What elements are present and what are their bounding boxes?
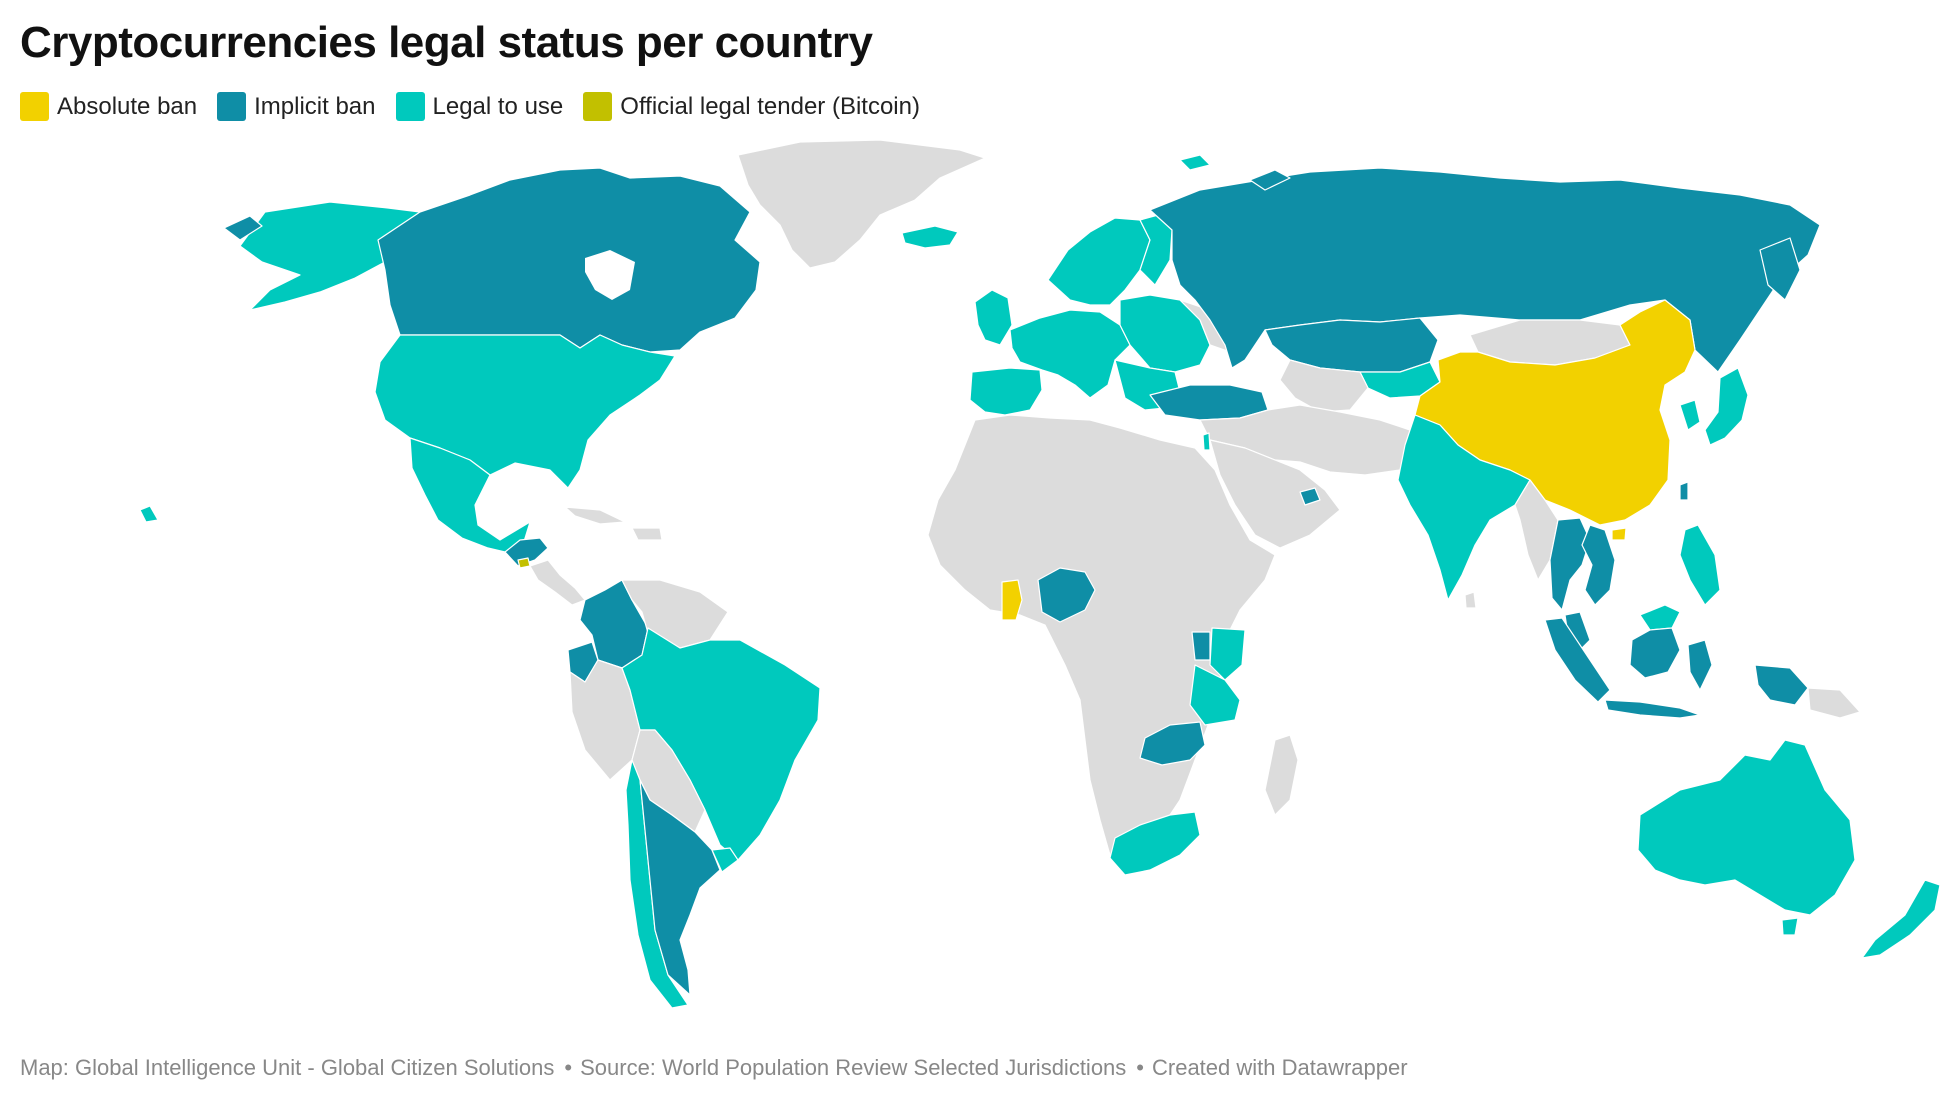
source-credit: Source: World Population Review Selected… <box>580 1055 1127 1080</box>
region-greenland <box>737 140 986 269</box>
region-kenya <box>1209 627 1246 681</box>
region-japan <box>1704 367 1749 446</box>
region-eastern-europe <box>1119 294 1211 373</box>
region-central-asia-gray <box>1279 359 1369 413</box>
region-el-salvador <box>517 557 531 569</box>
region-argentina <box>639 779 721 996</box>
region-cuba <box>564 506 626 525</box>
region-israel <box>1202 432 1211 451</box>
region-alaska <box>239 201 421 311</box>
legend-label-legal-tender: Official legal tender (Bitcoin) <box>620 92 920 120</box>
legend-label-legal-to-use: Legal to use <box>432 92 564 120</box>
region-svalbard <box>1179 154 1211 171</box>
region-sumatra <box>1544 617 1611 703</box>
region-central-america-south <box>529 559 586 606</box>
region-western-europe <box>1009 309 1131 399</box>
region-borneo-south <box>1629 627 1681 679</box>
legend-label-absolute-ban: Absolute ban <box>57 92 198 120</box>
region-thailand <box>1549 517 1591 611</box>
map-credit: Map: Global Intelligence Unit - Global C… <box>20 1055 555 1080</box>
legend-swatch-legal-to-use <box>395 92 425 121</box>
footer-separator: • <box>564 1055 573 1080</box>
region-hudson-bay <box>585 250 635 300</box>
region-novaya-zemlya <box>1249 169 1291 191</box>
region-australia <box>1637 739 1856 916</box>
region-madagascar <box>1264 734 1299 816</box>
legend-item-legal-to-use: Legal to use <box>395 92 564 121</box>
region-ghana <box>1001 579 1023 621</box>
region-sri-lanka <box>1464 591 1477 609</box>
legend-swatch-implicit-ban <box>217 92 247 121</box>
chart-title: Cryptocurrencies legal status per countr… <box>20 18 873 67</box>
region-tanzania <box>1189 664 1241 726</box>
legend-label-implicit-ban: Implicit ban <box>254 92 376 120</box>
region-aleutians-east <box>223 215 263 241</box>
region-hawaii <box>139 505 159 523</box>
region-uganda <box>1191 631 1211 661</box>
region-arabian-peninsula <box>1209 439 1341 549</box>
region-mexico <box>409 437 531 553</box>
region-papua-new-guinea <box>1807 687 1861 719</box>
region-hainan <box>1611 527 1627 541</box>
legend-item-implicit-ban: Implicit ban <box>217 92 376 121</box>
legend-swatch-legal-tender <box>583 92 613 121</box>
footer: Map: Global Intelligence Unit - Global C… <box>20 1055 1408 1081</box>
region-tasmania <box>1781 917 1799 936</box>
region-south-africa <box>1109 811 1201 876</box>
region-india <box>1397 414 1531 601</box>
region-new-zealand <box>1861 879 1941 959</box>
region-java <box>1604 699 1701 719</box>
region-taiwan <box>1679 481 1689 501</box>
region-usa <box>374 334 676 489</box>
region-hispaniola <box>631 527 663 541</box>
region-uk-ireland <box>974 289 1013 346</box>
footer-separator: • <box>1136 1055 1144 1080</box>
region-iberia <box>969 367 1043 416</box>
region-philippines <box>1679 524 1721 606</box>
region-iceland <box>901 225 959 249</box>
region-myanmar <box>1514 479 1559 581</box>
legend-item-legal-tender: Official legal tender (Bitcoin) <box>583 92 920 121</box>
legend-swatch-absolute-ban <box>20 92 49 121</box>
region-south-korea <box>1679 399 1701 431</box>
region-borneo-north <box>1639 604 1681 631</box>
region-uruguay <box>711 847 739 873</box>
world-map <box>139 140 1941 1009</box>
region-kamchatka <box>1759 237 1801 301</box>
created-with: Created with Datawrapper <box>1152 1055 1408 1080</box>
region-nigeria <box>1037 567 1096 623</box>
region-canada <box>377 167 761 353</box>
region-uae <box>1299 487 1321 506</box>
region-papua-west <box>1754 664 1809 706</box>
region-sulawesi <box>1687 639 1713 691</box>
legend: Absolute ban Implicit ban Legal to use O… <box>20 92 940 121</box>
legend-item-absolute-ban: Absolute ban <box>20 92 197 121</box>
region-scandinavia <box>1047 217 1151 306</box>
region-zambia <box>1139 721 1206 766</box>
region-guatemala-honduras <box>504 537 549 567</box>
region-vietnam <box>1581 524 1616 606</box>
